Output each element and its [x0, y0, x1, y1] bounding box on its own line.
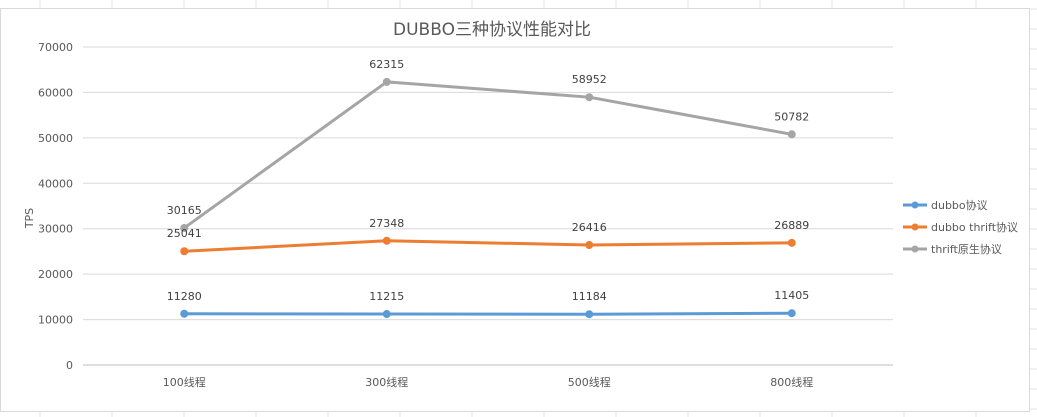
data-label: 11405: [774, 289, 809, 302]
series-line: [182, 239, 794, 253]
y-axis-title: TPS: [23, 208, 36, 229]
data-label: 50782: [774, 110, 809, 123]
data-point: [585, 310, 594, 319]
data-label: 25041: [167, 227, 202, 240]
y-tick-label: 0: [66, 359, 73, 372]
y-tick-label: 50000: [38, 132, 73, 145]
data-label: 58952: [572, 73, 607, 86]
legend-label: dubbo thrift协议: [931, 220, 1018, 234]
data-point: [585, 93, 594, 102]
data-point: [787, 309, 796, 318]
x-tick-label: 100线程: [163, 375, 206, 389]
data-point: [382, 310, 391, 319]
data-point: [180, 223, 189, 232]
series-line: [182, 80, 794, 230]
data-label: 11280: [167, 290, 202, 303]
x-tick-label: 500线程: [568, 375, 611, 389]
y-tick-label: 40000: [38, 177, 73, 190]
legend-marker: [911, 223, 919, 231]
legend-label: dubbo协议: [931, 198, 988, 212]
data-point: [787, 238, 796, 247]
chart-title: DUBBO三种协议性能对比: [393, 20, 591, 40]
data-label: 62315: [369, 58, 404, 71]
data-label: 26416: [572, 221, 607, 234]
data-label: 26889: [774, 219, 809, 232]
x-axis-ticks: 100线程 300线程 500线程 800线程: [163, 375, 814, 389]
data-point: [180, 247, 189, 256]
y-tick-label: 70000: [38, 41, 73, 54]
data-label: 11215: [369, 290, 404, 303]
data-point: [382, 77, 391, 86]
data-label: 30165: [167, 204, 202, 217]
data-labels: 11280 11215 11184 11405 25041 27348 26416 26889…: [167, 58, 810, 303]
data-label: 27348: [369, 217, 404, 230]
line-chart: DUBBO三种协议性能对比 0 10000 20000 30000 40000 50000…: [23, 20, 1018, 389]
legend-label: thrift原生协议: [931, 242, 1002, 256]
gridlines: [83, 46, 893, 366]
legend: dubbo协议 dubbo thrift协议 thrift原生协议: [903, 198, 1018, 256]
series-line: [182, 311, 794, 316]
legend-marker: [911, 245, 919, 253]
x-tick-label: 800线程: [770, 375, 813, 389]
chart-area[interactable]: DUBBO三种协议性能对比 0 10000 20000 30000 40000 50000…: [0, 8, 1030, 412]
data-label: 11184: [572, 290, 607, 303]
data-point: [585, 240, 594, 249]
y-tick-label: 20000: [38, 268, 73, 281]
legend-marker: [911, 201, 919, 209]
data-point: [787, 130, 796, 139]
series-layer: [180, 77, 796, 319]
y-tick-label: 10000: [38, 314, 73, 327]
y-axis-ticks: 0 10000 20000 30000 40000 50000 60000 70000: [38, 41, 73, 372]
y-tick-label: 30000: [38, 223, 73, 236]
x-tick-label: 300线程: [365, 375, 408, 389]
data-point: [180, 309, 189, 318]
y-tick-label: 60000: [38, 86, 73, 99]
data-point: [382, 236, 391, 245]
